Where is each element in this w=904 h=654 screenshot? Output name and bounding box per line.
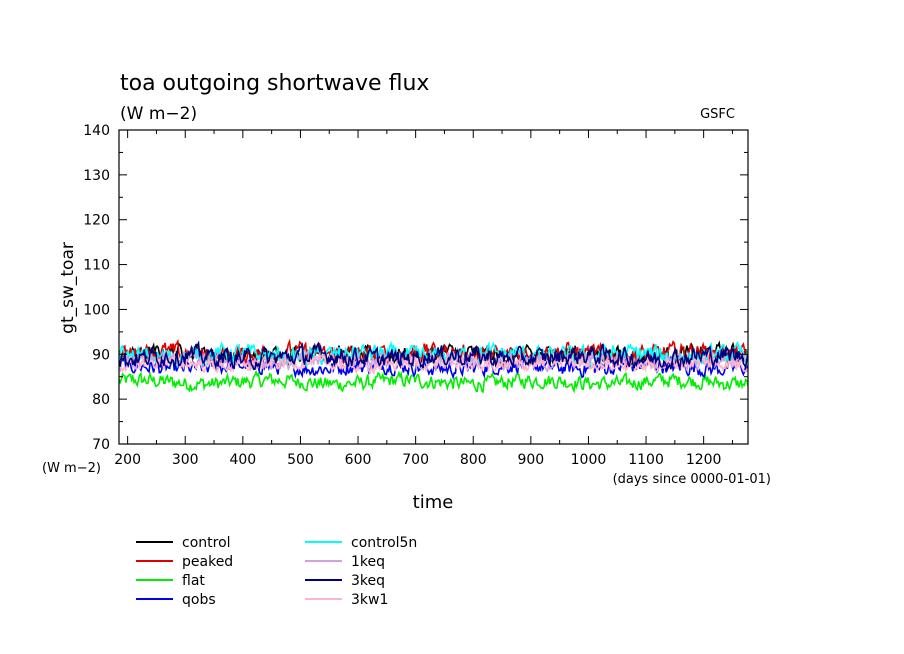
chart-title: toa outgoing shortwave flux — [120, 71, 429, 96]
y-axis-label: gt_sw_toar — [58, 242, 78, 334]
legend-label-control: control — [182, 535, 231, 551]
series-line-control5n — [119, 340, 748, 369]
x-tick-label: 1000 — [571, 452, 607, 468]
x-axis-label: time — [413, 492, 454, 513]
y-tick-label: 120 — [83, 213, 110, 229]
legend-label-3kw1: 3kw1 — [351, 592, 388, 608]
x-tick-label: 500 — [287, 452, 314, 468]
x-tick-label: 1200 — [686, 452, 722, 468]
x-tick-label: 200 — [114, 452, 141, 468]
legend-label-control5n: control5n — [351, 535, 417, 551]
legend-label-1keq: 1keq — [351, 554, 385, 570]
x-tick-label: 600 — [345, 452, 372, 468]
legend-label-peaked: peaked — [182, 554, 233, 570]
y-tick-label: 70 — [92, 437, 110, 453]
legend-label-flat: flat — [182, 573, 205, 589]
legend: control peaked flat qobs control5n 1keq 3keq 3k… — [136, 535, 417, 608]
y-tick-label: 110 — [83, 258, 110, 274]
series-line-3keq — [119, 340, 748, 372]
x-tick-label: 800 — [460, 452, 487, 468]
x-tick-label: 400 — [229, 452, 256, 468]
credit-label: GSFC — [700, 107, 735, 122]
y-tick-label: 130 — [83, 168, 110, 184]
y-tick-label: 140 — [83, 123, 110, 139]
legend-label-qobs: qobs — [182, 592, 216, 608]
legend-label-3keq: 3keq — [351, 573, 385, 589]
y-tick-label: 100 — [83, 302, 110, 318]
series-line-flat — [119, 369, 748, 394]
x-tick-label: 1100 — [628, 452, 664, 468]
x-tick-label: 900 — [517, 452, 544, 468]
x-tick-label: 300 — [172, 452, 199, 468]
plot-frame — [118, 129, 749, 445]
series-line-peaked — [119, 338, 748, 368]
x-axis-unit: (days since 0000-01-01) — [613, 472, 771, 487]
y-tick-label: 90 — [92, 347, 110, 363]
y-tick-label: 80 — [92, 392, 110, 408]
plot-area: 200 300 400 500 600 700 800 900 1000 1100 1200 70 80… — [83, 123, 749, 468]
chart-subtitle: (W m−2) — [120, 104, 197, 124]
y-axis-unit: (W m−2) — [42, 461, 101, 476]
x-tick-label: 700 — [402, 452, 429, 468]
